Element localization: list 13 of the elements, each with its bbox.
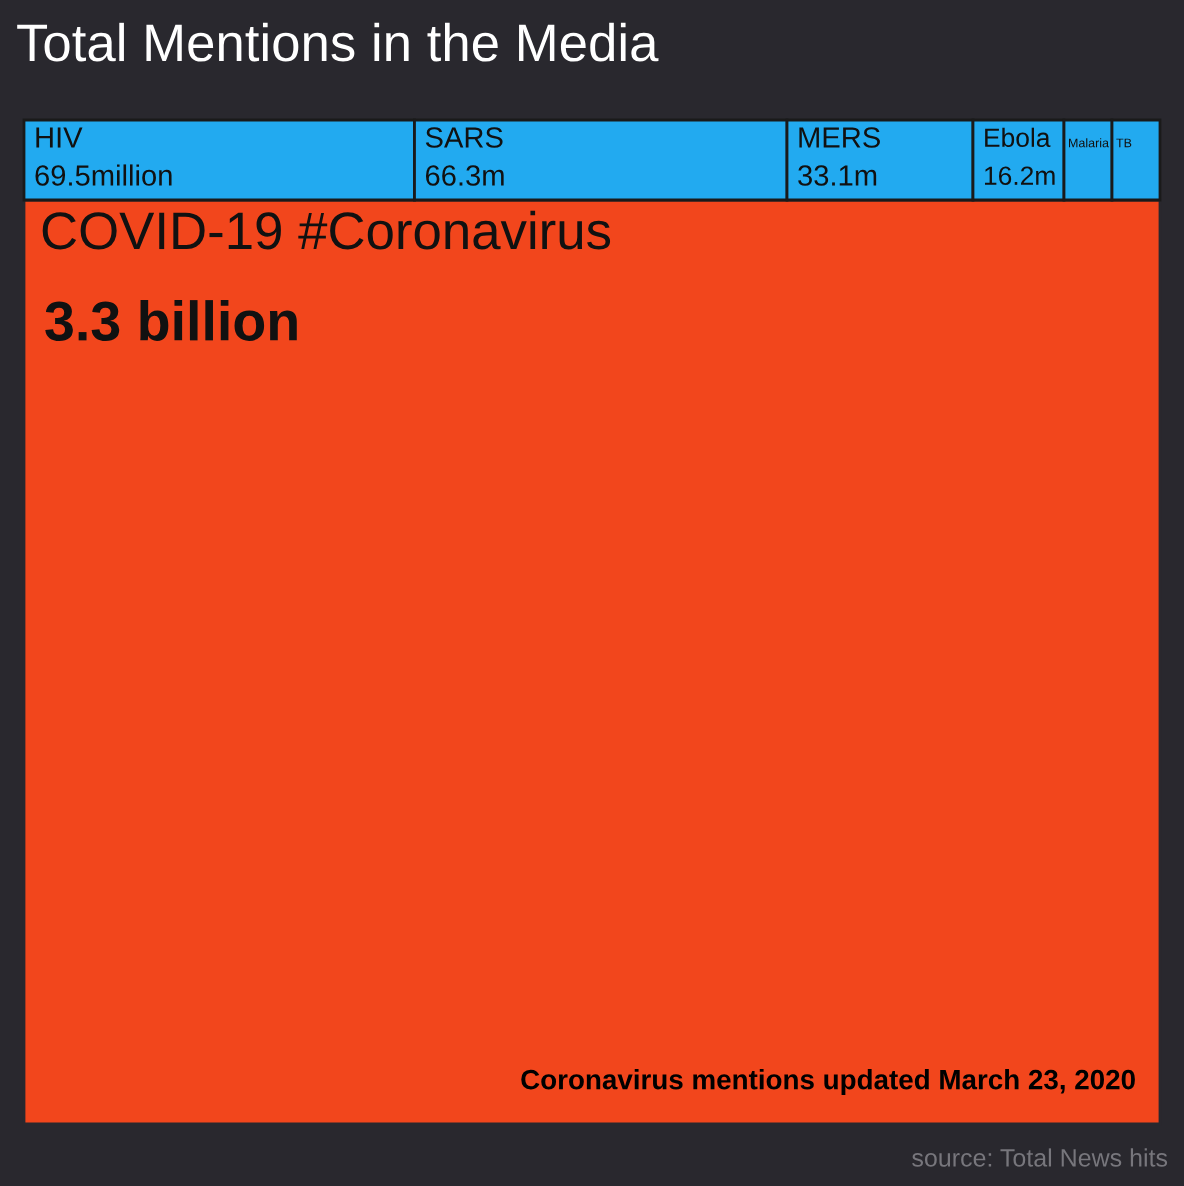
- data-label: 66.3m: [425, 165, 504, 186]
- data-label: 69.5million: [35, 164, 172, 186]
- category-label: Ebola: [985, 127, 1051, 148]
- category-label: SARS: [425, 127, 503, 148]
- text: Total Mentions in the Media: [17, 22, 659, 62]
- category-label: MERS: [799, 127, 880, 148]
- category-label: COVID-19 #Coronavirus: [42, 210, 611, 250]
- category-label: HIV: [36, 127, 83, 148]
- data-label: 3.3 billion: [45, 300, 297, 341]
- data-label: 16.2m: [984, 166, 1055, 186]
- source-note: source: Total News hits: [912, 1148, 1168, 1167]
- text: Coronavirus mentions updated March 23, 2020: [521, 1069, 1135, 1095]
- data-label: 33.1m: [798, 165, 877, 186]
